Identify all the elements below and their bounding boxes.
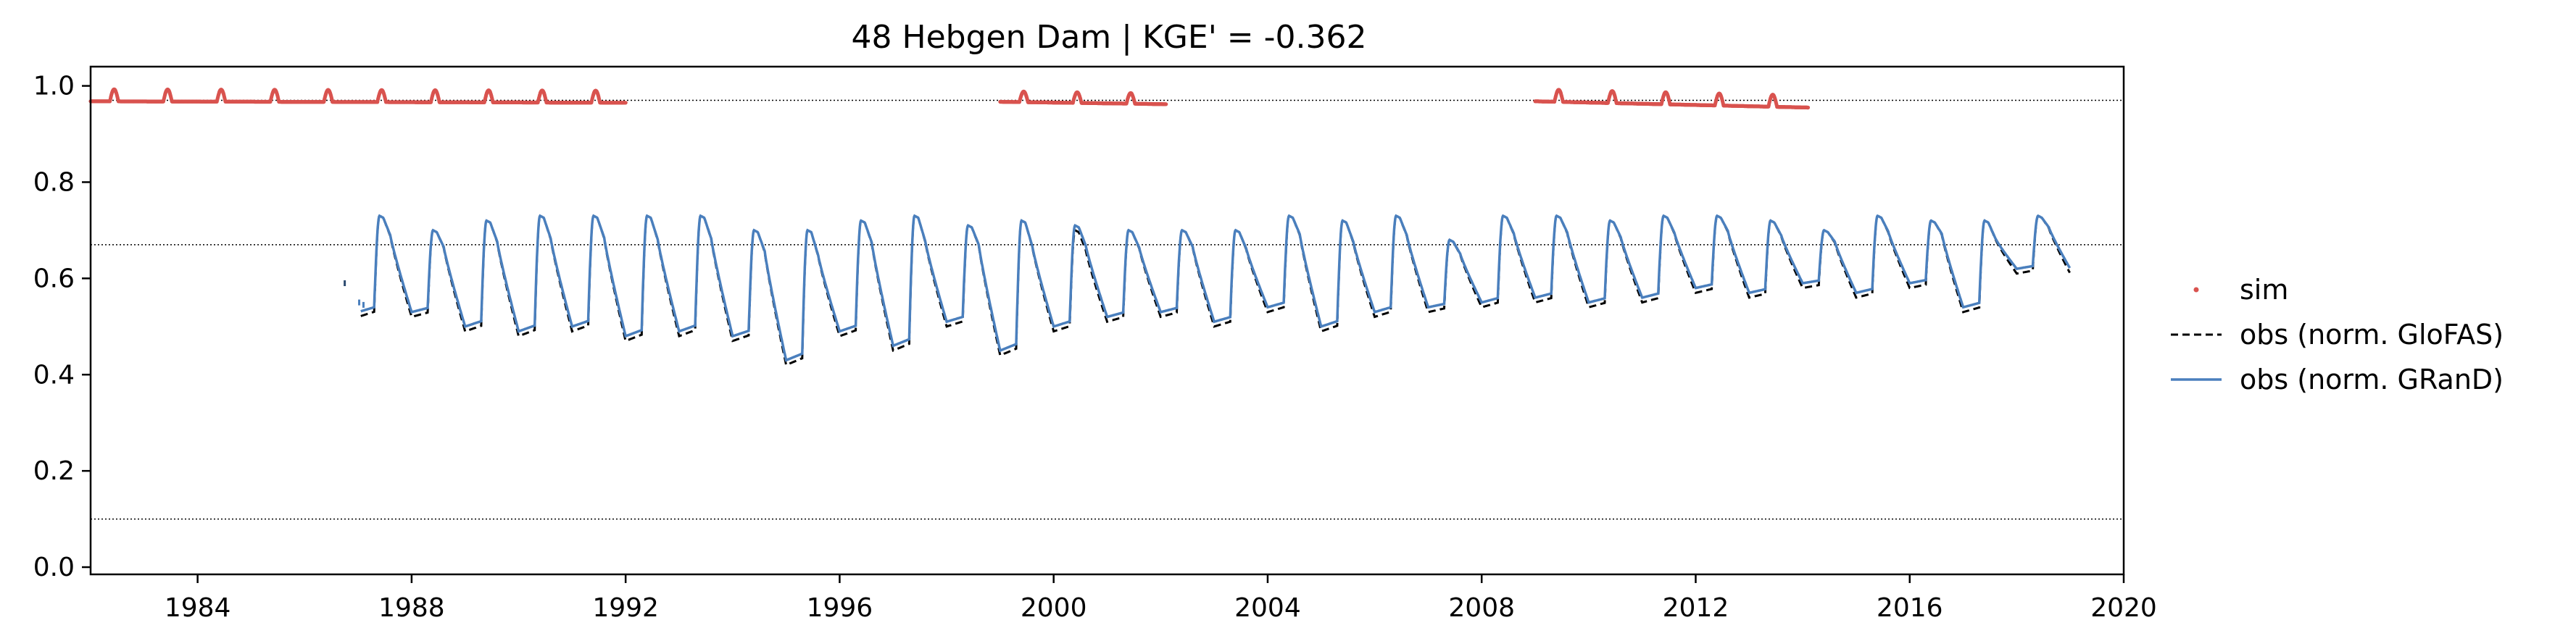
axes: 1984 1988 1992 1996 2000 2004 2008 2012 2016 2020… — [33, 72, 2157, 623]
early-mark-1 — [358, 299, 361, 306]
x-tick-label-2020: 2020 — [2090, 593, 2157, 623]
sim-point — [1164, 102, 1168, 106]
x-tick-label-1984: 1984 — [165, 593, 231, 623]
x-tick-label-1996: 1996 — [807, 593, 873, 623]
x-tick-label-2016: 2016 — [1877, 593, 1943, 623]
sim-point — [1806, 105, 1811, 110]
series-grand-line — [360, 214, 2072, 362]
x-tick-label-2004: 2004 — [1234, 593, 1301, 623]
x-tick-label-2012: 2012 — [1663, 593, 1729, 623]
legend-label-0: sim — [2240, 274, 2288, 306]
series-sim-segment-2 — [1533, 88, 1811, 110]
series-sim-segment-1 — [998, 89, 1168, 106]
chart-title: 48 Hebgen Dam | KGE' = -0.362 — [852, 19, 1367, 56]
plot-frame — [89, 65, 2125, 576]
legend-label-1: obs (norm. GloFAS) — [2240, 319, 2504, 351]
series-sim-segment-0 — [88, 87, 628, 105]
early-mark-2 — [362, 301, 365, 308]
legend-label-2: obs (norm. GRanD) — [2240, 364, 2504, 395]
y-tick-label-1.0: 1.0 — [33, 72, 75, 101]
legend: sim obs (norm. GloFAS) obs (norm. GRanD) — [2171, 274, 2504, 395]
sim-point — [623, 101, 628, 105]
y-tick-label-0.0: 0.0 — [33, 553, 75, 582]
y-tick-label-0.8: 0.8 — [33, 167, 75, 197]
y-tick-label-0.2: 0.2 — [33, 456, 75, 486]
early-mark-0 — [344, 280, 346, 287]
x-tick-label-1988: 1988 — [378, 593, 445, 623]
x-tick-label-2008: 2008 — [1448, 593, 1515, 623]
plot-area — [88, 87, 2124, 520]
y-tick-label-0.4: 0.4 — [33, 360, 75, 390]
y-tick-label-0.6: 0.6 — [33, 264, 75, 293]
legend-sim-marker — [2193, 287, 2199, 293]
x-tick-label-2000: 2000 — [1021, 593, 1087, 623]
x-tick-label-1992: 1992 — [592, 593, 659, 623]
